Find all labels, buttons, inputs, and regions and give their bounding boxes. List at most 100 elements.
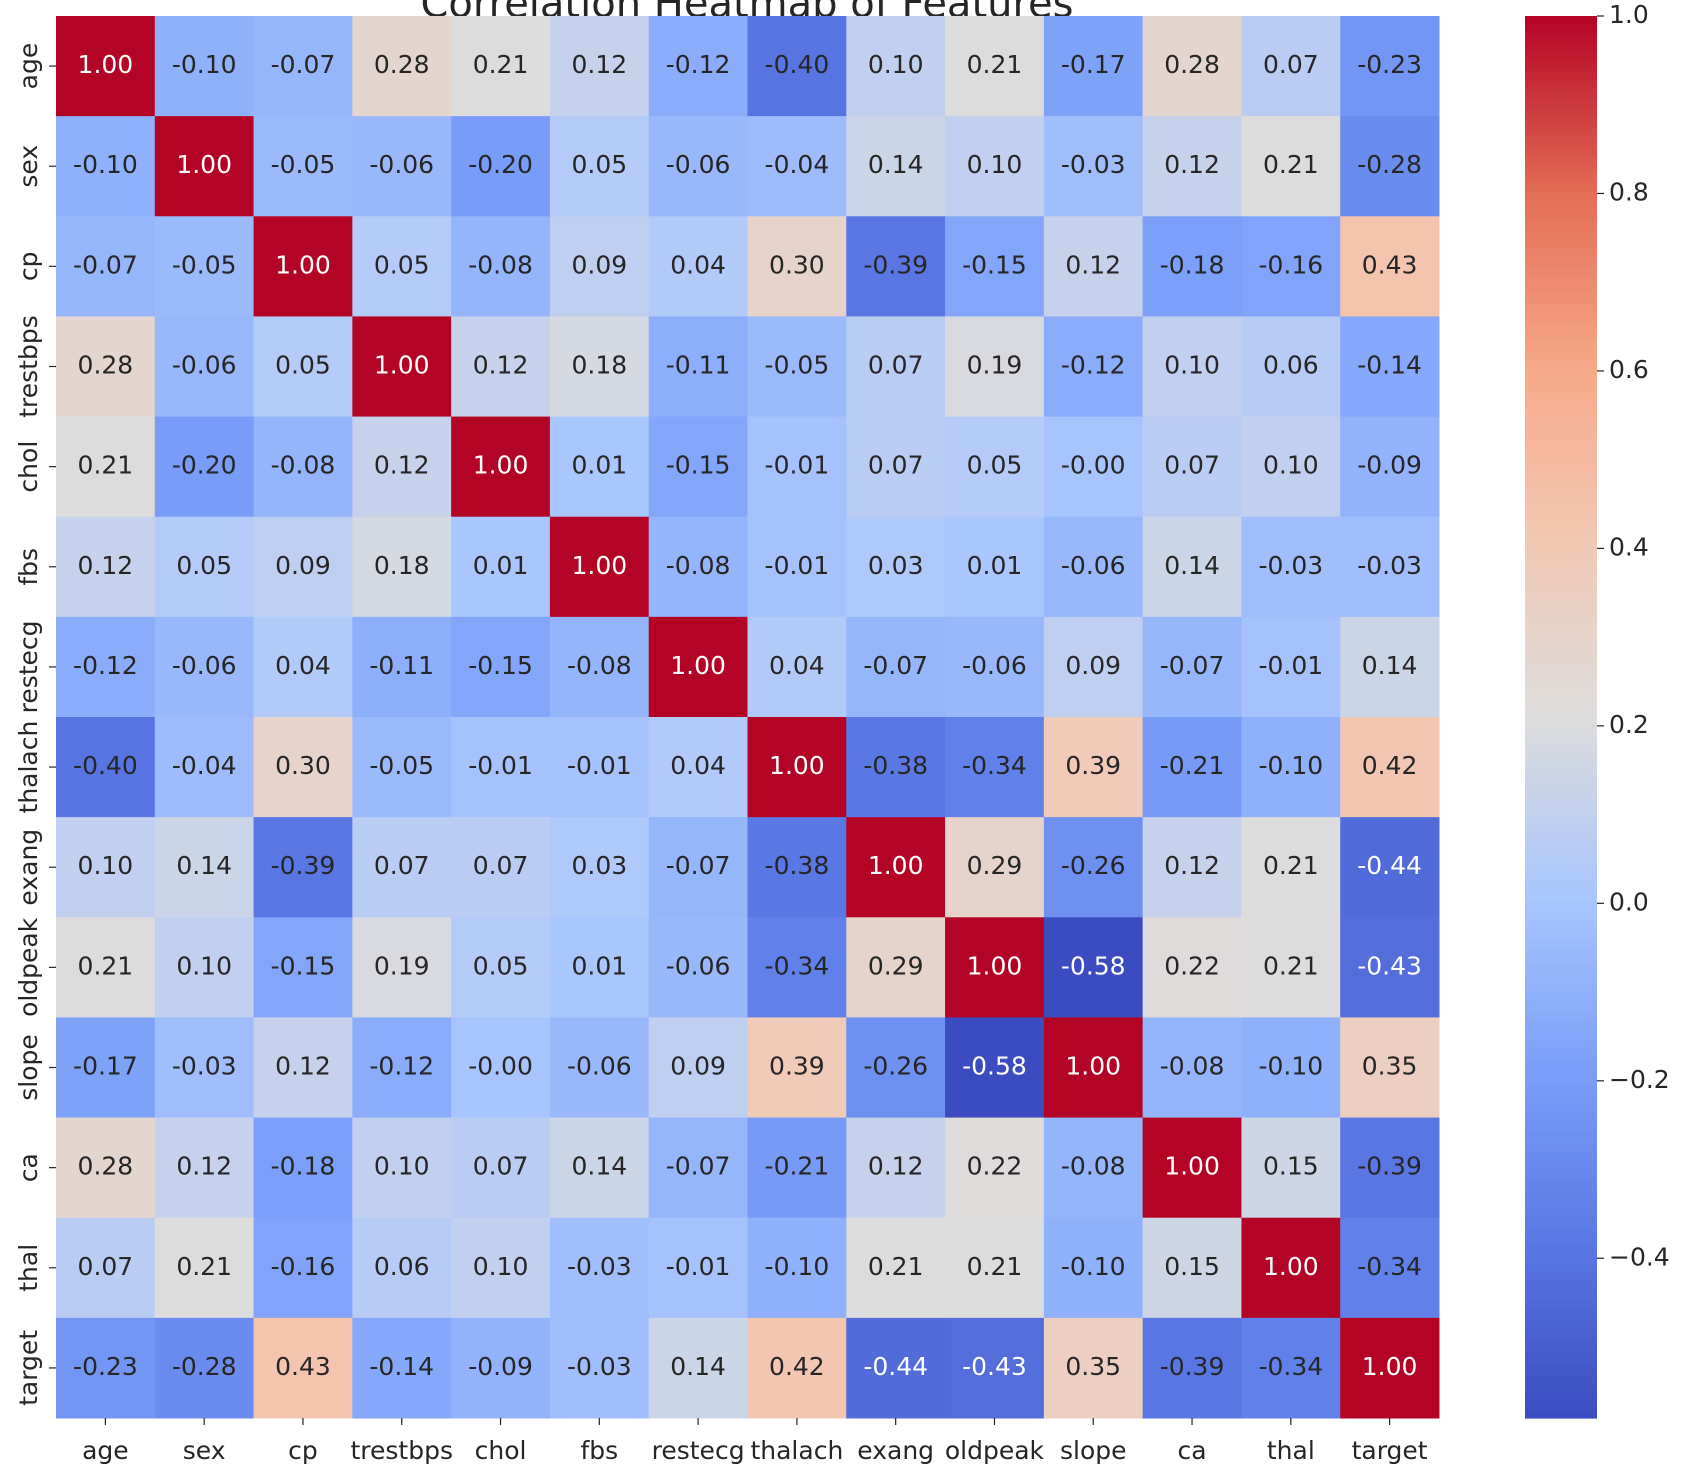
colorbar-segment — [1525, 366, 1597, 375]
cell-label: -0.14 — [369, 1352, 434, 1381]
cell-label: 0.07 — [1263, 50, 1319, 79]
heatmap-cell — [747, 316, 847, 418]
heatmap-cell — [1340, 16, 1440, 117]
heatmap-cell — [945, 1117, 1045, 1219]
colorbar-segment — [1525, 436, 1597, 445]
colorbar-segment — [1525, 1032, 1597, 1041]
colorbar-tick-label: −0.2 — [1609, 1065, 1670, 1094]
x-tick-label: slope — [1060, 1436, 1127, 1465]
cell-label: 0.19 — [374, 951, 430, 980]
cell-label: 0.28 — [78, 351, 134, 380]
cell-label: -0.07 — [863, 651, 928, 680]
heatmap-cell — [56, 116, 156, 217]
cell-label: 0.10 — [967, 150, 1023, 179]
cell-label: -0.11 — [666, 351, 731, 380]
heatmap-cell — [451, 516, 551, 618]
colorbar-segment — [1525, 44, 1597, 52]
cell-label: 0.35 — [1065, 1352, 1121, 1381]
colorbar-segment — [1525, 801, 1597, 809]
cell-label: -0.07 — [666, 1152, 731, 1181]
cell-label: -0.12 — [1061, 351, 1126, 380]
heatmap-cell — [253, 216, 353, 317]
heatmap-cell — [648, 1217, 748, 1319]
cell-label: 0.43 — [1362, 250, 1418, 279]
heatmap-cell — [253, 917, 353, 1018]
colorbar-segment — [1525, 37, 1597, 45]
colorbar-segment — [1525, 717, 1597, 725]
heatmap-cell — [451, 216, 551, 317]
cell-label: -0.08 — [468, 250, 533, 279]
heatmap-cell — [846, 1017, 946, 1119]
heatmap-cell — [352, 717, 452, 818]
heatmap-cell — [451, 1017, 551, 1119]
heatmap-cell — [154, 316, 255, 418]
cell-label: -0.21 — [1160, 751, 1225, 780]
cell-label: -0.15 — [271, 951, 336, 980]
heatmap-cell — [549, 116, 650, 217]
heatmap-cell — [56, 1117, 156, 1219]
heatmap-cell — [1241, 516, 1341, 618]
colorbar-segment — [1525, 632, 1597, 641]
x-tick-label: thal — [1267, 1436, 1315, 1465]
cell-label: -0.10 — [172, 50, 237, 79]
cell-label: -0.10 — [1258, 1052, 1323, 1081]
colorbar-segment — [1525, 829, 1597, 837]
colorbar-segment — [1525, 86, 1597, 94]
heatmap-cell — [1142, 16, 1242, 117]
cell-label: -0.07 — [271, 50, 336, 79]
cell-label: 1.00 — [670, 651, 726, 680]
colorbar-segment — [1525, 576, 1597, 585]
cell-label: -0.06 — [666, 951, 731, 980]
heatmap-cell — [253, 717, 353, 818]
cell-label: 0.21 — [967, 1252, 1023, 1281]
heatmap-cell — [1340, 416, 1440, 518]
colorbar-segment — [1525, 752, 1597, 760]
colorbar-segment — [1525, 1382, 1597, 1391]
colorbar-segment — [1525, 121, 1597, 129]
cell-label: 0.30 — [275, 751, 331, 780]
cell-label: -0.12 — [666, 50, 731, 79]
cell-label: 0.03 — [868, 551, 924, 580]
cell-label: 0.07 — [1164, 451, 1220, 480]
cell-label: 0.39 — [1065, 751, 1121, 780]
cell-label: 0.05 — [176, 551, 232, 580]
cell-label: -0.28 — [1357, 150, 1422, 179]
cell-label: 0.14 — [868, 150, 924, 179]
cell-label: -0.03 — [1258, 551, 1323, 580]
heatmap-cell — [1142, 216, 1242, 317]
colorbar-segment — [1525, 93, 1597, 101]
cell-label: 1.00 — [275, 250, 331, 279]
colorbar-segment — [1525, 1095, 1597, 1104]
cell-label: 0.10 — [868, 50, 924, 79]
colorbar-tick-label: 0.8 — [1609, 177, 1649, 206]
cell-label: 0.04 — [670, 250, 726, 279]
colorbar-segment — [1525, 303, 1597, 312]
colorbar-segment — [1525, 731, 1597, 739]
cell-label: -0.28 — [172, 1352, 237, 1381]
colorbar-segment — [1525, 226, 1597, 234]
cell-label: -0.39 — [863, 250, 928, 279]
cell-label: 0.15 — [1263, 1152, 1319, 1181]
cell-label: 0.29 — [868, 951, 924, 980]
colorbar-segment — [1525, 822, 1597, 830]
cell-label: -0.10 — [1061, 1252, 1126, 1281]
heatmap-cell — [1043, 16, 1144, 117]
cell-label: 1.00 — [1362, 1352, 1418, 1381]
heatmap-cell — [945, 416, 1045, 518]
heatmap-cell — [1241, 917, 1341, 1018]
cell-label: 0.21 — [868, 1252, 924, 1281]
heatmap-cell — [154, 216, 255, 317]
heatmap-cell — [352, 416, 452, 518]
colorbar-segment — [1525, 1291, 1597, 1300]
heatmap-cell — [1043, 1017, 1144, 1119]
heatmap-cell — [1043, 1217, 1144, 1319]
colorbar-segment — [1525, 1109, 1597, 1118]
heatmap-cell — [549, 216, 650, 317]
colorbar-segment — [1525, 815, 1597, 823]
colorbar-segment — [1525, 1368, 1597, 1377]
heatmap-cell — [1043, 817, 1144, 918]
colorbar-segment — [1525, 513, 1597, 522]
colorbar-segment — [1525, 773, 1597, 781]
cell-label: 0.10 — [176, 951, 232, 980]
cell-label: 1.00 — [78, 50, 134, 79]
